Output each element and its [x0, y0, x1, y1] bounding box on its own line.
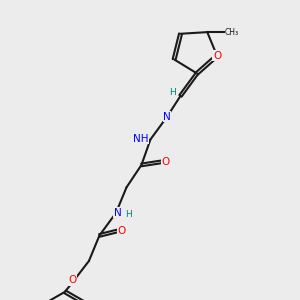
Text: O: O [213, 51, 221, 61]
Text: H: H [125, 210, 132, 219]
Text: NH: NH [134, 134, 149, 144]
Text: O: O [161, 157, 169, 167]
Text: H: H [169, 88, 176, 98]
Text: N: N [163, 112, 171, 122]
Text: CH₃: CH₃ [225, 28, 239, 37]
Text: O: O [118, 226, 126, 236]
Text: N: N [114, 208, 121, 218]
Text: O: O [68, 275, 76, 285]
